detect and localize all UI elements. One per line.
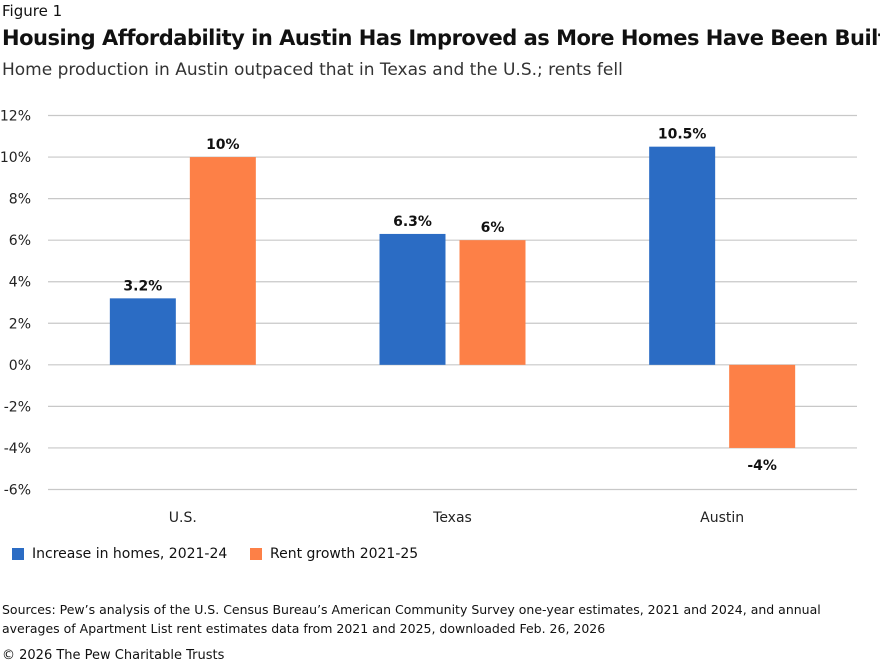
bar-rent — [189, 157, 256, 365]
legend-item-homes: Increase in homes, 2021-24 — [12, 546, 227, 562]
y-tick-label: -2% — [4, 399, 31, 415]
sources-note: Sources: Pew’s analysis of the U.S. Cens… — [2, 602, 821, 636]
y-tick-label: 2% — [9, 316, 31, 332]
y-tick-label: 8% — [9, 192, 31, 208]
data-label: 10.5% — [658, 127, 707, 143]
legend-label-rent: Rent growth 2021-25 — [270, 546, 419, 562]
data-label: 6.3% — [393, 214, 432, 230]
legend-item-rent: Rent growth 2021-25 — [250, 546, 418, 562]
y-tick-label: 12% — [0, 109, 31, 125]
bar-chart: 12% 10% 8% 6% 4% 2% 0% -2% -4% -6% U.S. 3.2% 10% Texa… — [0, 109, 857, 526]
chart-subtitle: Home production in Austin outpaced that … — [2, 60, 623, 80]
y-tick-label: 4% — [9, 275, 31, 291]
y-tick-label: 0% — [9, 358, 31, 374]
chart-title: Housing Affordability in Austin Has Impr… — [2, 26, 880, 50]
bar-rent — [459, 240, 526, 365]
y-tick-label: -4% — [4, 441, 31, 457]
data-label: 6% — [481, 220, 505, 236]
bar-homes — [379, 233, 446, 365]
legend-label-homes: Increase in homes, 2021-24 — [32, 546, 228, 562]
x-tick-label: Texas — [432, 510, 472, 526]
y-tick-label: -6% — [4, 483, 31, 499]
y-tick-label: 6% — [9, 233, 31, 249]
y-tick-label: 10% — [0, 150, 31, 166]
bar-homes — [109, 298, 176, 365]
legend-swatch-homes — [12, 548, 24, 560]
bar-homes — [649, 146, 716, 365]
x-tick-label: Austin — [700, 510, 744, 526]
figure-label: Figure 1 — [2, 2, 63, 20]
copyright: © 2026 The Pew Charitable Trusts — [2, 648, 225, 663]
legend-swatch-rent — [250, 548, 262, 560]
data-label: 3.2% — [123, 278, 162, 294]
data-label: -4% — [747, 458, 777, 474]
bar-rent — [729, 364, 796, 448]
x-tick-label: U.S. — [169, 510, 197, 526]
data-label: 10% — [206, 137, 240, 153]
